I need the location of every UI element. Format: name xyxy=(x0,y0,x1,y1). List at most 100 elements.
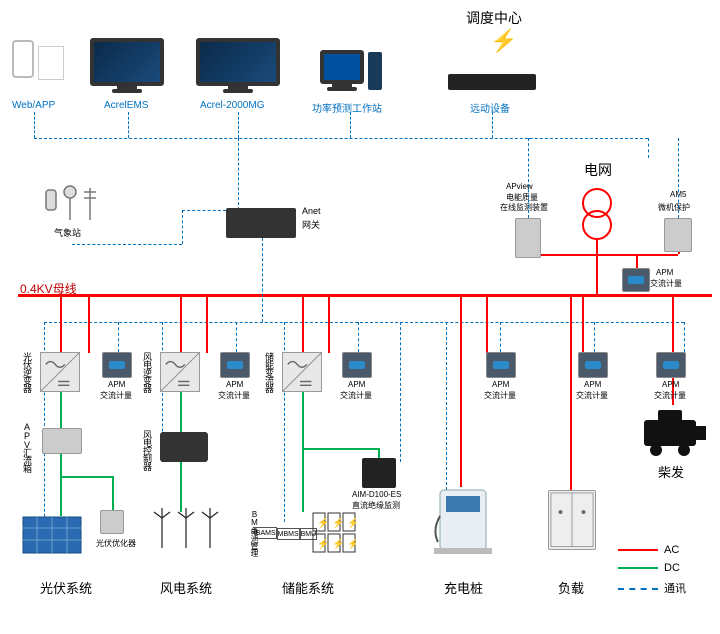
svg-text:⚡: ⚡ xyxy=(347,537,356,550)
bolt-icon: ⚡ xyxy=(490,28,517,54)
comm-ev xyxy=(446,322,447,490)
phone-icon xyxy=(12,40,34,78)
battery-pack-icon: ⚡⚡⚡⚡⚡⚡ xyxy=(312,512,356,554)
am5-l2: 微机保护 xyxy=(658,202,690,213)
comm-drop-power xyxy=(350,112,351,138)
pc-tower-icon xyxy=(368,52,382,90)
ev-label: 充电桩 xyxy=(444,578,483,597)
wind-controller-icon xyxy=(160,432,208,462)
gateway-sub: 网关 xyxy=(302,218,320,231)
bms-stack-icon: BAMS MBMS BMU xyxy=(266,512,306,554)
comm-weather-h xyxy=(72,244,182,245)
ess-system-label: 储能系统 xyxy=(282,578,334,597)
comm-gw-down xyxy=(262,238,263,322)
load-label: 负载 xyxy=(558,578,584,597)
ac-ev-apm xyxy=(486,297,488,353)
pv-combiner-icon xyxy=(42,428,82,454)
ev-charger-icon xyxy=(432,486,494,556)
pv-inverter-icon xyxy=(40,352,80,392)
comm-weather-v xyxy=(182,210,183,244)
legend-dc: DC xyxy=(618,562,680,574)
bams-box: BAMS xyxy=(255,527,277,539)
aim-d100-icon xyxy=(362,458,396,488)
comm-drop-remote xyxy=(492,112,493,138)
mbms-box: MBMS xyxy=(277,528,300,540)
comm-drop-grid xyxy=(648,138,649,158)
wind-turbines-icon xyxy=(150,508,222,556)
aim-l2: 直流绝缘监测 xyxy=(352,500,400,511)
pv-system-label: 光伏系统 xyxy=(40,578,92,597)
ac-ess-apm xyxy=(328,297,330,353)
dc-wind-2 xyxy=(180,462,182,512)
wind-system-label: 风电系统 xyxy=(160,578,212,597)
apm-pv-icon xyxy=(102,352,132,378)
dc-wind-1 xyxy=(180,392,182,432)
dc-ess-1 xyxy=(302,392,304,512)
apm-diesel-icon xyxy=(656,352,686,378)
dc-ess-h xyxy=(302,448,378,450)
apm-ess-l2: 交流计量 xyxy=(340,390,372,401)
comm-pv-apm xyxy=(118,322,119,352)
ess-inverter-icon xyxy=(282,352,322,392)
comm-drop-ems xyxy=(128,112,129,138)
transformer-circle-2 xyxy=(582,210,612,240)
acrelems-label: AcrelEMS xyxy=(104,100,148,111)
wind-inverter-icon xyxy=(160,352,200,392)
apm-ev-l1: APM xyxy=(492,380,509,389)
apm-ess-icon xyxy=(342,352,372,378)
comm-drop-2000mg xyxy=(238,112,239,138)
grid-label: 电网 xyxy=(584,160,612,180)
comm-apview xyxy=(528,138,529,218)
dc-pv-2 xyxy=(60,454,62,516)
acrelems-monitor-icon xyxy=(90,38,164,86)
comm-ev-apm xyxy=(500,322,501,352)
gateway-name: Anet xyxy=(302,206,321,216)
comm-apview-h xyxy=(528,138,530,139)
apview-icon xyxy=(515,218,541,258)
wind-ctrl-vlabel: 风电控制器 xyxy=(142,430,151,470)
apm-diesel-l2: 交流计量 xyxy=(654,390,686,401)
apm-grid-l2: 交流计量 xyxy=(650,278,682,289)
pv-inv-vlabel: 光伏逆变器 xyxy=(22,352,31,392)
comm-weather-h2 xyxy=(182,210,226,211)
apm-load-icon xyxy=(578,352,608,378)
diesel-label: 柴发 xyxy=(658,462,684,481)
apv-vlabel-1: APV xyxy=(22,422,31,449)
ac-pv xyxy=(60,297,62,353)
svg-text:⚡: ⚡ xyxy=(332,537,344,550)
svg-text:⚡: ⚡ xyxy=(317,537,329,550)
ac-load xyxy=(570,297,572,491)
ac-ev xyxy=(460,297,462,487)
am5-icon xyxy=(664,218,692,252)
legend-ac: AC xyxy=(618,544,679,556)
apm-wind-l1: APM xyxy=(226,380,243,389)
diesel-gen-icon xyxy=(638,402,710,458)
apm-load-l2: 交流计量 xyxy=(576,390,608,401)
weather-label: 气象站 xyxy=(54,226,81,239)
pv-opt-l1: 光伏优化器 xyxy=(96,538,136,549)
apm-wind-l2: 交流计量 xyxy=(218,390,250,401)
apm-ev-icon xyxy=(486,352,516,378)
comm-load-apm xyxy=(594,322,595,352)
comm-wind-apm xyxy=(236,322,237,352)
apm-grid-l1: APM xyxy=(656,268,673,277)
apm-meter-grid-icon xyxy=(622,268,650,292)
svg-text:⚡: ⚡ xyxy=(332,516,344,529)
ac-load-apm xyxy=(582,297,584,353)
remote-device-icon xyxy=(448,74,536,90)
comm-trunk-to-gw xyxy=(238,138,239,210)
comm-am5 xyxy=(678,138,679,218)
apv-vlabel-2: 汇流箱 xyxy=(22,448,31,472)
solar-panel-icon xyxy=(22,516,82,554)
load-cabinet-icon xyxy=(548,490,596,550)
gateway-icon xyxy=(226,208,296,238)
power-pred-label: 功率预测工作站 xyxy=(312,100,382,115)
comm-ess-apm xyxy=(358,322,359,352)
dispatch-center-title: 调度中心 xyxy=(466,8,522,28)
ac-pv-apm xyxy=(88,297,90,353)
web-app-label: Web/APP xyxy=(12,100,55,111)
dc-pv-1 xyxy=(60,392,62,428)
bus-main xyxy=(18,294,712,297)
ac-wind xyxy=(180,297,182,353)
pv-optimizer-icon xyxy=(100,510,124,534)
